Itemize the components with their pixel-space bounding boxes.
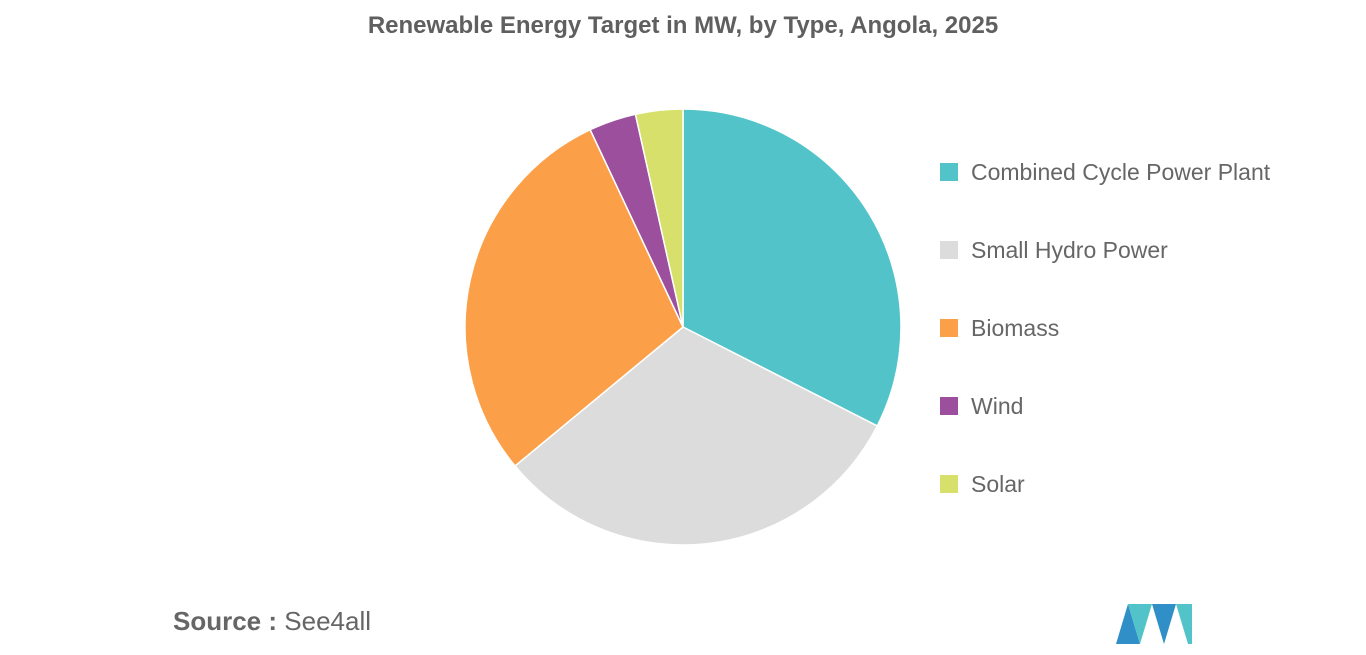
legend-label: Solar (971, 470, 1025, 497)
legend-item: Small Hydro Power (940, 232, 1270, 268)
source-label: Source : (173, 606, 278, 636)
legend-item: Combined Cycle Power Plant (940, 154, 1270, 190)
legend-swatch (940, 397, 958, 415)
legend-swatch (940, 241, 958, 259)
legend-swatch (940, 319, 958, 337)
legend-item: Wind (940, 388, 1270, 424)
legend-swatch (940, 163, 958, 181)
legend: Combined Cycle Power Plant Small Hydro Po… (940, 154, 1270, 544)
legend-item: Biomass (940, 310, 1270, 346)
legend-swatch (940, 475, 958, 493)
legend-label: Small Hydro Power (971, 236, 1168, 263)
legend-label: Combined Cycle Power Plant (971, 158, 1271, 185)
legend-item: Solar (940, 466, 1270, 502)
brand-logo-icon (1116, 604, 1192, 644)
pie-slice-small-hydro-power (513, 326, 879, 546)
pie-slice-solar (634, 108, 684, 328)
legend-label: Biomass (971, 314, 1060, 341)
pie-slice-biomass (464, 128, 684, 468)
source-value: See4all (284, 606, 371, 636)
pie-slice-combined-cycle-power-plant (682, 108, 902, 427)
source-note: Source : See4all (173, 606, 371, 637)
chart-title: Renewable Energy Target in MW, by Type, … (367, 12, 999, 39)
legend-label: Wind (971, 392, 1024, 419)
